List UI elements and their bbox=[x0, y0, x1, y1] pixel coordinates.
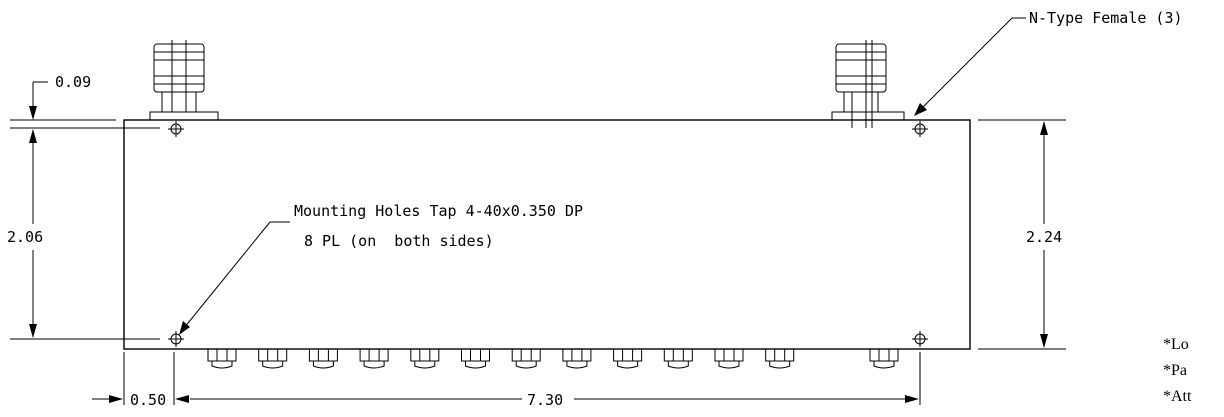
mounting-hole bbox=[168, 331, 184, 347]
output-connector bbox=[613, 348, 643, 369]
note-3: *Att bbox=[1163, 388, 1192, 405]
dim-bottom: 0.50 7.30 bbox=[92, 352, 921, 409]
n-type-connector-right bbox=[831, 40, 905, 128]
housing-body bbox=[123, 119, 971, 350]
n-type-connector-left bbox=[149, 40, 219, 121]
output-connectors-row bbox=[207, 348, 899, 369]
dim-top-offset-label: 0.09 bbox=[55, 73, 91, 91]
dim-height-body: 2.24 bbox=[978, 119, 1066, 350]
output-connector bbox=[869, 348, 899, 369]
output-connector bbox=[511, 348, 541, 369]
callout-holes-line1: Mounting Holes Tap 4-40x0.350 DP bbox=[294, 202, 583, 220]
output-connector bbox=[410, 348, 440, 369]
dim-width-holes-label: 7.30 bbox=[527, 391, 563, 409]
output-connector bbox=[562, 348, 592, 369]
callout-connector: N-Type Female (3) bbox=[914, 9, 1183, 116]
dim-height-body-label: 2.24 bbox=[1026, 228, 1062, 246]
mounting-hole bbox=[168, 121, 184, 137]
mounting-holes bbox=[168, 121, 928, 347]
mounting-hole bbox=[912, 331, 928, 347]
output-connector bbox=[714, 348, 744, 369]
dim-left-offset-label: 0.50 bbox=[130, 391, 166, 409]
callout-holes-line2: 8 PL (on both sides) bbox=[304, 232, 494, 250]
callout-mounting-holes: Mounting Holes Tap 4-40x0.350 DP 8 PL (o… bbox=[179, 202, 583, 335]
dim-height-holes-label: 2.06 bbox=[7, 228, 43, 246]
note-1: *Lo bbox=[1163, 336, 1189, 353]
output-connector bbox=[461, 348, 490, 369]
output-connector bbox=[663, 348, 693, 369]
output-connector bbox=[308, 348, 338, 369]
output-connector bbox=[359, 348, 389, 369]
note-2: *Pa bbox=[1163, 362, 1187, 379]
callout-connector-label: N-Type Female (3) bbox=[1029, 9, 1183, 27]
mounting-hole bbox=[912, 121, 928, 137]
output-connector bbox=[207, 348, 237, 369]
notes-block: *Lo *Pa *Att bbox=[1163, 336, 1192, 405]
output-connector bbox=[258, 348, 288, 369]
dim-height-holes: 2.06 bbox=[7, 129, 160, 340]
dim-top-offset: 0.09 bbox=[10, 73, 160, 129]
output-connector bbox=[765, 348, 795, 369]
